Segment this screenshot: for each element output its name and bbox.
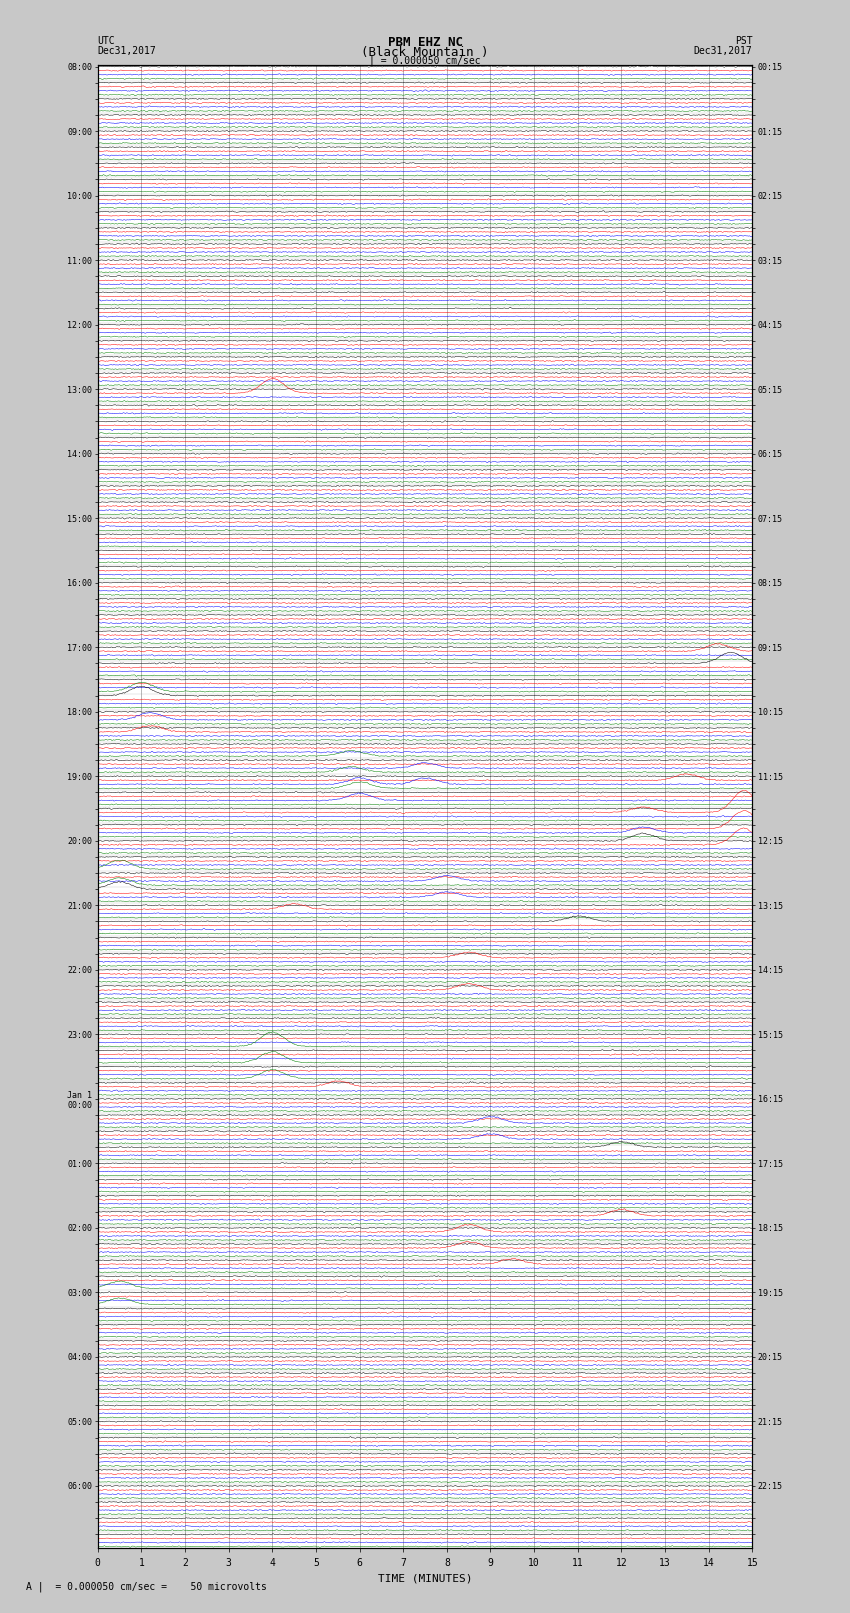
- Text: | = 0.000050 cm/sec: | = 0.000050 cm/sec: [369, 56, 481, 66]
- Text: Dec31,2017: Dec31,2017: [98, 45, 156, 56]
- Text: PBM EHZ NC: PBM EHZ NC: [388, 37, 462, 50]
- X-axis label: TIME (MINUTES): TIME (MINUTES): [377, 1573, 473, 1582]
- Text: (Black Mountain ): (Black Mountain ): [361, 45, 489, 60]
- Text: PST: PST: [734, 37, 752, 47]
- Text: Dec31,2017: Dec31,2017: [694, 45, 752, 56]
- Text: UTC: UTC: [98, 37, 116, 47]
- Text: A |  = 0.000050 cm/sec =    50 microvolts: A | = 0.000050 cm/sec = 50 microvolts: [26, 1581, 266, 1592]
